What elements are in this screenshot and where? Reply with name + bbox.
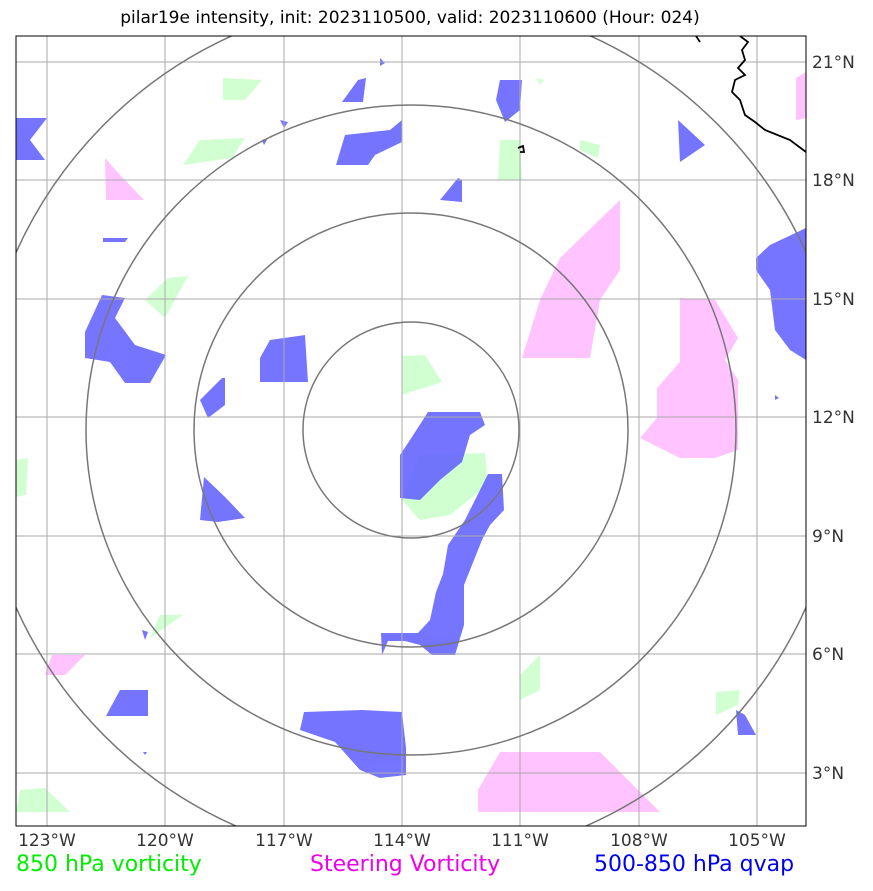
lat-tick-labels: 21°N 18°N 15°N 12°N 9°N 6°N 3°N — [812, 53, 855, 784]
lat-label-12n: 12°N — [812, 408, 855, 428]
lat-label-21n: 21°N — [812, 53, 855, 73]
legend-steering-vorticity: Steering Vorticity — [310, 852, 501, 877]
range-rings — [16, 36, 806, 826]
range-ring-2 — [193, 212, 629, 648]
steering-vorticity-layer — [45, 72, 806, 812]
lat-label-9n: 9°N — [812, 527, 844, 547]
lon-label-114w: 114°W — [373, 831, 431, 851]
lat-label-15n: 15°N — [812, 290, 855, 310]
range-ring-3 — [85, 104, 737, 756]
lon-label-111w: 111°W — [491, 831, 549, 851]
map-title: pilar19e intensity, init: 2023110500, va… — [120, 8, 700, 28]
lon-tick-labels: 123°W 120°W 117°W 114°W 111°W 108°W 105°… — [18, 831, 786, 851]
legend-vorticity-850: 850 hPa vorticity — [16, 852, 202, 877]
lon-label-123w: 123°W — [18, 831, 76, 851]
lon-label-105w: 105°W — [728, 831, 786, 851]
lon-label-117w: 117°W — [255, 831, 313, 851]
coastline — [517, 36, 806, 153]
lon-label-108w: 108°W — [610, 831, 668, 851]
legend-qvap: 500-850 hPa qvap — [594, 852, 795, 877]
map-border — [15, 35, 807, 827]
lon-label-120w: 120°W — [136, 831, 194, 851]
qvap-layer — [16, 58, 806, 778]
lat-label-18n: 18°N — [812, 171, 855, 191]
lat-label-6n: 6°N — [812, 645, 844, 665]
lat-label-3n: 3°N — [812, 764, 844, 784]
range-ring-1 — [302, 321, 520, 539]
